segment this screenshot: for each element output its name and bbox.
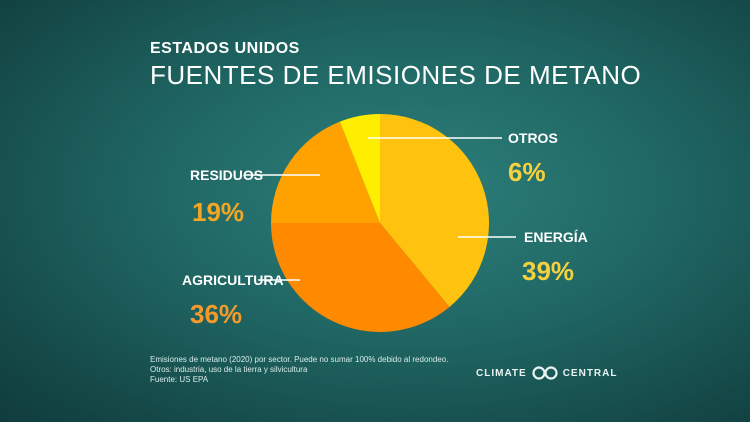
pie-slice-otros — [339, 114, 380, 223]
slice-value-label: 19% — [192, 197, 244, 227]
pie-slice-energía — [380, 114, 489, 307]
brand-text-left: CLIMATE — [476, 367, 527, 379]
slice-label: RESIDUOS — [190, 167, 263, 183]
footnote-line: Emisiones de metano (2020) por sector. P… — [150, 355, 449, 364]
pie-slice-residuos — [271, 121, 380, 223]
slice-label: AGRICULTURA — [182, 272, 284, 288]
chart-title: FUENTES DE EMISIONES DE METANO — [150, 60, 642, 90]
brand-text-right: CENTRAL — [562, 367, 618, 379]
slice-label: OTROS — [508, 130, 558, 146]
brand-logo: CLIMATE CENTRAL — [476, 366, 617, 380]
pie-slice-agricultura — [271, 223, 450, 332]
slice-label: ENERGÍA — [524, 229, 588, 245]
slice-value-label: 39% — [522, 256, 574, 286]
footnote-line: Fuente: US EPA — [150, 375, 209, 384]
slice-value-label: 6% — [508, 157, 546, 187]
climate-central-logo-icon — [532, 366, 558, 380]
chart-subtitle: ESTADOS UNIDOS — [150, 40, 300, 57]
footnote-line: Otros: industria, uso de la tierra y sil… — [150, 365, 308, 374]
footnotes: Emisiones de metano (2020) por sector. P… — [150, 355, 448, 385]
slice-value-label: 36% — [190, 299, 242, 329]
